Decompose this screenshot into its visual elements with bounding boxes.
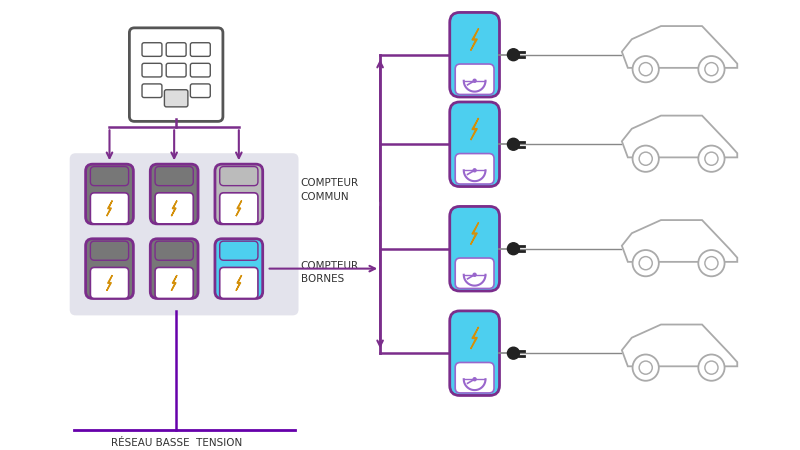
Circle shape — [698, 56, 725, 82]
Polygon shape — [622, 220, 738, 262]
Circle shape — [473, 273, 476, 276]
FancyBboxPatch shape — [220, 267, 258, 298]
FancyBboxPatch shape — [450, 311, 499, 396]
Polygon shape — [622, 26, 738, 68]
Polygon shape — [171, 275, 177, 291]
Polygon shape — [622, 324, 738, 366]
Circle shape — [473, 378, 476, 381]
FancyBboxPatch shape — [166, 63, 186, 77]
FancyBboxPatch shape — [455, 363, 494, 393]
Circle shape — [639, 256, 652, 270]
FancyBboxPatch shape — [220, 193, 258, 224]
FancyBboxPatch shape — [450, 13, 499, 97]
Circle shape — [507, 347, 519, 359]
Circle shape — [473, 169, 476, 172]
Circle shape — [633, 56, 659, 82]
Circle shape — [507, 243, 519, 255]
FancyBboxPatch shape — [166, 43, 186, 56]
FancyBboxPatch shape — [90, 241, 129, 260]
Polygon shape — [171, 201, 177, 216]
FancyBboxPatch shape — [155, 193, 194, 224]
Polygon shape — [470, 118, 478, 140]
Circle shape — [705, 256, 718, 270]
FancyBboxPatch shape — [150, 164, 198, 224]
Circle shape — [705, 361, 718, 374]
Circle shape — [639, 63, 652, 76]
FancyBboxPatch shape — [450, 102, 499, 187]
FancyBboxPatch shape — [215, 164, 262, 224]
Circle shape — [507, 49, 519, 61]
FancyBboxPatch shape — [70, 153, 298, 315]
FancyBboxPatch shape — [90, 267, 129, 298]
FancyBboxPatch shape — [190, 63, 210, 77]
FancyBboxPatch shape — [450, 207, 499, 291]
FancyBboxPatch shape — [190, 84, 210, 98]
Polygon shape — [236, 201, 242, 216]
FancyBboxPatch shape — [155, 267, 194, 298]
Circle shape — [639, 152, 652, 165]
FancyBboxPatch shape — [130, 28, 223, 122]
Circle shape — [705, 63, 718, 76]
Circle shape — [507, 138, 519, 150]
FancyBboxPatch shape — [142, 43, 162, 56]
FancyBboxPatch shape — [142, 84, 162, 98]
FancyBboxPatch shape — [90, 193, 129, 224]
FancyBboxPatch shape — [455, 153, 494, 184]
FancyBboxPatch shape — [90, 166, 129, 186]
FancyBboxPatch shape — [190, 43, 210, 56]
Circle shape — [639, 361, 652, 374]
FancyBboxPatch shape — [142, 63, 162, 77]
FancyBboxPatch shape — [455, 64, 494, 94]
Circle shape — [698, 250, 725, 276]
FancyBboxPatch shape — [220, 166, 258, 186]
Polygon shape — [236, 275, 242, 291]
FancyBboxPatch shape — [220, 241, 258, 260]
Polygon shape — [470, 222, 478, 244]
Polygon shape — [470, 28, 478, 50]
FancyBboxPatch shape — [165, 90, 188, 107]
Polygon shape — [106, 275, 112, 291]
Circle shape — [473, 79, 476, 82]
Text: COMPTEUR
COMMUN: COMPTEUR COMMUN — [301, 178, 358, 202]
FancyBboxPatch shape — [86, 164, 134, 224]
FancyBboxPatch shape — [150, 239, 198, 298]
FancyBboxPatch shape — [455, 258, 494, 288]
FancyBboxPatch shape — [86, 239, 134, 298]
Circle shape — [633, 145, 659, 172]
FancyBboxPatch shape — [155, 241, 194, 260]
Circle shape — [698, 145, 725, 172]
Circle shape — [705, 152, 718, 165]
Circle shape — [633, 250, 659, 276]
FancyBboxPatch shape — [215, 239, 262, 298]
Text: COMPTEUR
BORNES: COMPTEUR BORNES — [301, 261, 358, 284]
Circle shape — [633, 355, 659, 381]
Polygon shape — [622, 116, 738, 158]
Text: RÉSEAU BASSE  TENSION: RÉSEAU BASSE TENSION — [110, 438, 242, 448]
FancyBboxPatch shape — [155, 166, 194, 186]
Circle shape — [698, 355, 725, 381]
Polygon shape — [470, 327, 478, 349]
Polygon shape — [106, 201, 112, 216]
